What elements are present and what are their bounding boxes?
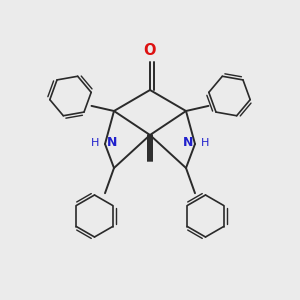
Text: H: H bbox=[91, 138, 100, 148]
Text: O: O bbox=[144, 43, 156, 58]
Text: N: N bbox=[183, 136, 194, 149]
Text: N: N bbox=[106, 136, 117, 149]
Text: H: H bbox=[200, 138, 209, 148]
